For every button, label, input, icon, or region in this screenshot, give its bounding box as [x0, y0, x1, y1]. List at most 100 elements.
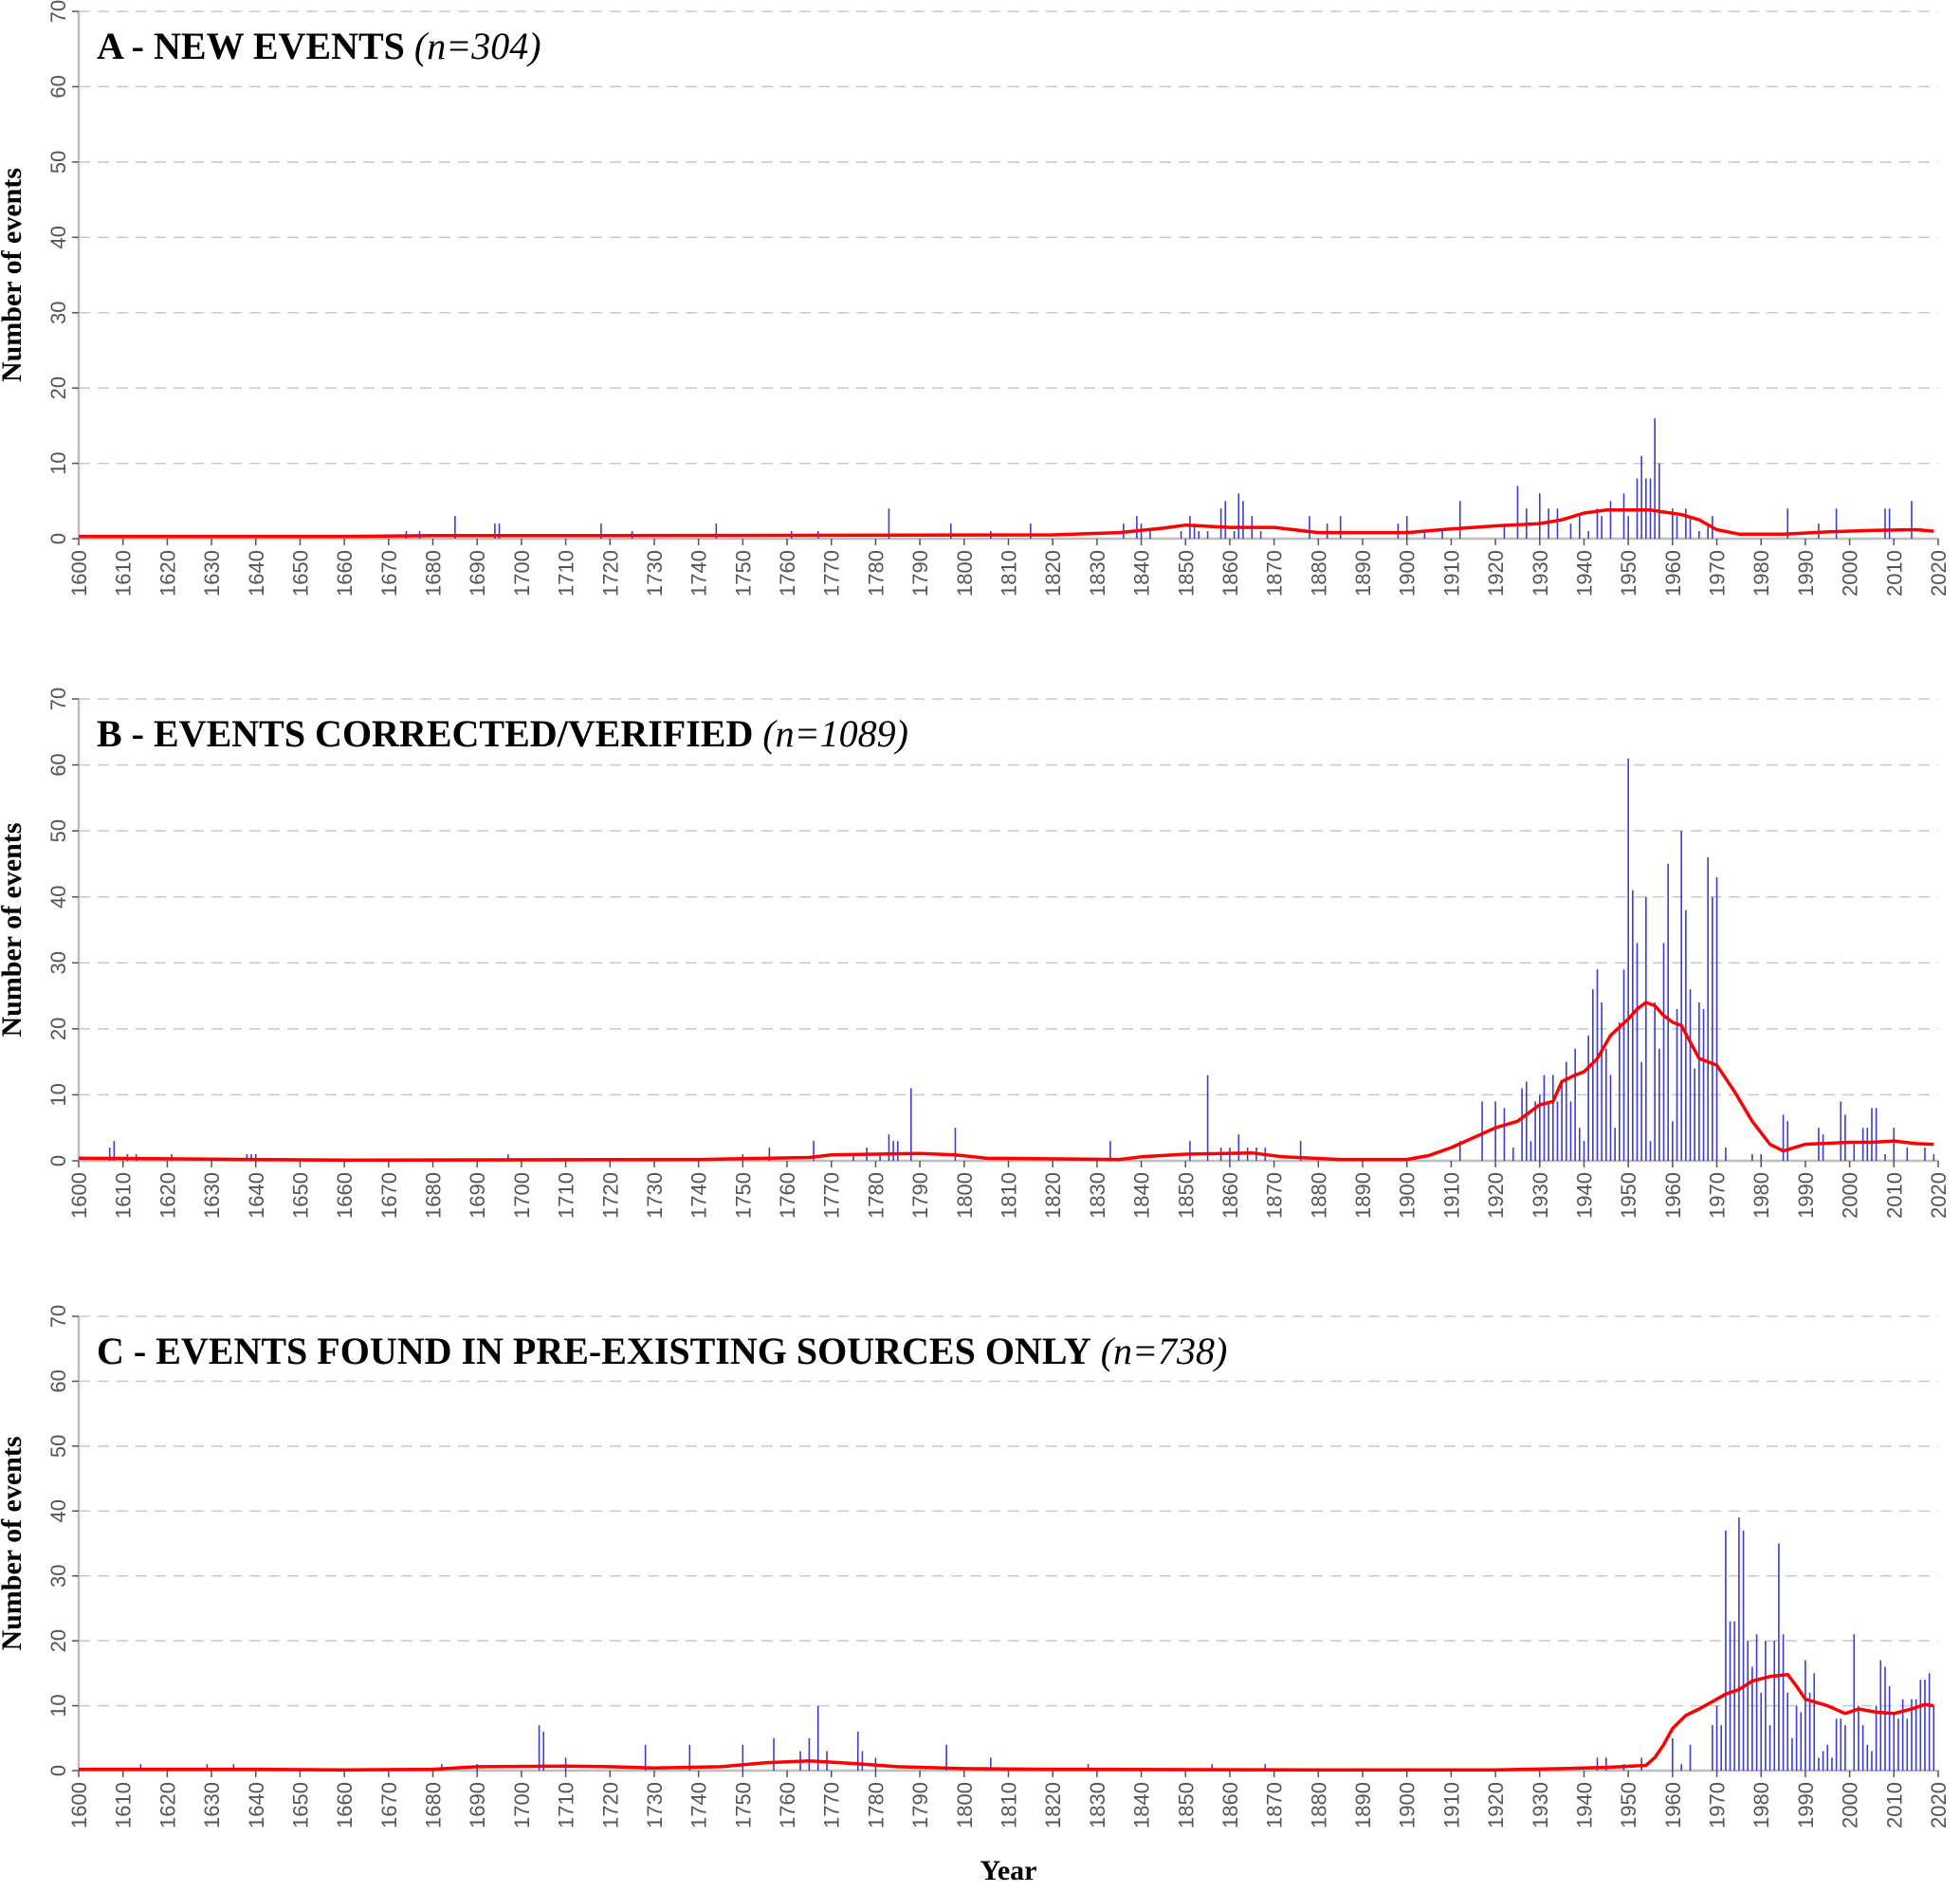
x-tick-label: 1860 [1218, 550, 1242, 597]
panel-a: 0 10 20 30 40 50 60 70 1600 1610 1620 1630 1640 1650 1… [0, 0, 1951, 597]
x-tick-label: 1760 [776, 550, 799, 597]
x-tick-label: 1630 [200, 1172, 224, 1219]
x-tick-label: 1850 [1174, 1782, 1198, 1828]
x-tick-label: 1970 [1706, 1172, 1730, 1219]
x-tick-label: 1960 [1661, 550, 1685, 597]
y-tick-label: 20 [46, 1018, 70, 1040]
x-axis-title: Year [980, 1855, 1037, 1886]
x-tick-label: 2000 [1839, 1172, 1862, 1219]
x-tick-label: 1720 [598, 1172, 622, 1219]
x-tick-label: 1860 [1218, 1782, 1242, 1828]
y-tick-label: 20 [46, 1629, 70, 1652]
trend-line [78, 1001, 1934, 1163]
x-tick-label: 1640 [245, 550, 268, 597]
x-tick-label: 1880 [1307, 550, 1330, 597]
x-tick-label: 1940 [1572, 550, 1596, 597]
y-tick-label: 10 [46, 451, 70, 474]
panel-b: 0 10 20 30 40 50 60 70 1600 1610 1620 1630 1640 1650 1… [0, 688, 1951, 1219]
y-tick-label: 50 [46, 819, 70, 842]
x-tick-label: 1650 [288, 550, 312, 597]
x-tick-label: 1730 [643, 550, 667, 597]
x-tick-label: 1660 [333, 1172, 357, 1219]
x-tick-label: 1700 [510, 1782, 534, 1828]
y-tick-label: 40 [46, 885, 70, 908]
x-tick-label: 1620 [156, 1172, 179, 1219]
x-tick-label: 2000 [1839, 550, 1862, 597]
x-tick-label: 1610 [112, 550, 136, 597]
x-tick-label: 1980 [1749, 1782, 1773, 1828]
x-tick-label: 1610 [112, 1172, 136, 1219]
x-tick-label: 1630 [200, 1782, 224, 1828]
x-tick-label: 1730 [643, 1172, 667, 1219]
x-tick-label: 1660 [333, 1782, 357, 1828]
x-tick-label: 1890 [1351, 550, 1375, 597]
x-tick-label: 1840 [1130, 1782, 1154, 1828]
x-tick-label: 1620 [156, 550, 179, 597]
y-tick-label: 10 [46, 1083, 70, 1106]
x-tick-label: 1790 [908, 550, 932, 597]
y-tick-label: 60 [46, 75, 70, 98]
x-tick-label: 1990 [1794, 1782, 1818, 1828]
x-tick-label: 1900 [1396, 1172, 1420, 1219]
x-tick-label: 1950 [1617, 550, 1640, 597]
y-tick-label: 30 [46, 951, 70, 974]
x-tick-label: 1970 [1706, 550, 1730, 597]
x-tick-label: 2020 [1927, 1172, 1951, 1219]
x-tick-label: 1910 [1439, 550, 1463, 597]
x-tick-label: 2010 [1882, 1782, 1906, 1828]
x-tick-label: 1990 [1794, 550, 1818, 597]
x-tick-label: 1870 [1263, 1782, 1287, 1828]
x-tick-label: 1740 [687, 550, 711, 597]
x-tick-label: 1600 [67, 1172, 91, 1219]
x-tick-label: 1770 [820, 1782, 844, 1828]
x-tick-label: 1700 [510, 1172, 534, 1219]
x-tick-label: 1760 [776, 1782, 799, 1828]
x-tick-label: 1690 [466, 550, 489, 597]
x-tick-label: 1790 [908, 1782, 932, 1828]
panel-n-label: (n=738) [1101, 1330, 1228, 1372]
x-tick-label: 1600 [67, 550, 91, 597]
x-tick-label: 1670 [377, 1782, 401, 1828]
x-tick-label: 1940 [1572, 1782, 1596, 1828]
x-tick-label: 1710 [555, 1782, 578, 1828]
trend-line [79, 1672, 1934, 1773]
y-tick-label: 0 [46, 1155, 70, 1166]
x-tick-label: 1880 [1307, 1172, 1330, 1219]
x-tick-label: 1850 [1174, 550, 1198, 597]
x-tick-label: 1970 [1706, 1782, 1730, 1828]
x-tick-label: 2020 [1927, 1782, 1951, 1828]
x-tick-label: 1910 [1439, 1172, 1463, 1219]
x-tick-label: 1700 [510, 550, 534, 597]
x-tick-label: 1950 [1617, 1172, 1640, 1219]
x-tick-label: 1980 [1749, 1172, 1773, 1219]
x-tick-label: 1840 [1130, 1172, 1154, 1219]
x-tick-label: 1800 [953, 1782, 977, 1828]
x-tick-label: 1750 [731, 550, 755, 597]
x-tick-label: 1890 [1351, 1172, 1375, 1219]
x-tick-label: 1980 [1749, 550, 1773, 597]
x-tick-label: 1780 [864, 1172, 888, 1219]
y-tick-label: 20 [46, 377, 70, 399]
x-tick-label: 1960 [1661, 1782, 1685, 1828]
x-tick-label: 1810 [998, 1782, 1021, 1828]
y-tick-label: 30 [46, 1564, 70, 1587]
x-tick-label: 1610 [112, 1782, 136, 1828]
x-tick-label: 1900 [1396, 1782, 1420, 1828]
x-tick-label: 1710 [555, 550, 578, 597]
x-tick-label: 2000 [1839, 1782, 1862, 1828]
x-tick-label: 1790 [908, 1172, 932, 1219]
y-tick-label: 0 [46, 1765, 70, 1776]
y-tick-label: 70 [46, 0, 70, 23]
y-tick-label: 40 [46, 1499, 70, 1522]
x-tick-label: 1960 [1661, 1172, 1685, 1219]
panel-title: B - EVENTS CORRECTED/VERIFIED [97, 712, 753, 755]
x-tick-label: 1670 [377, 550, 401, 597]
x-tick-label: 2010 [1882, 1172, 1906, 1219]
x-tick-label: 1680 [422, 1782, 446, 1828]
x-tick-label: 1810 [998, 550, 1021, 597]
x-tick-label: 1830 [1086, 1782, 1109, 1828]
panel-title: C - EVENTS FOUND IN PRE-EXISTING SOURCES… [97, 1330, 1091, 1372]
x-tick-label: 2010 [1882, 550, 1906, 597]
x-tick-label: 1920 [1484, 1172, 1508, 1219]
x-tick-label: 1620 [156, 1782, 179, 1828]
